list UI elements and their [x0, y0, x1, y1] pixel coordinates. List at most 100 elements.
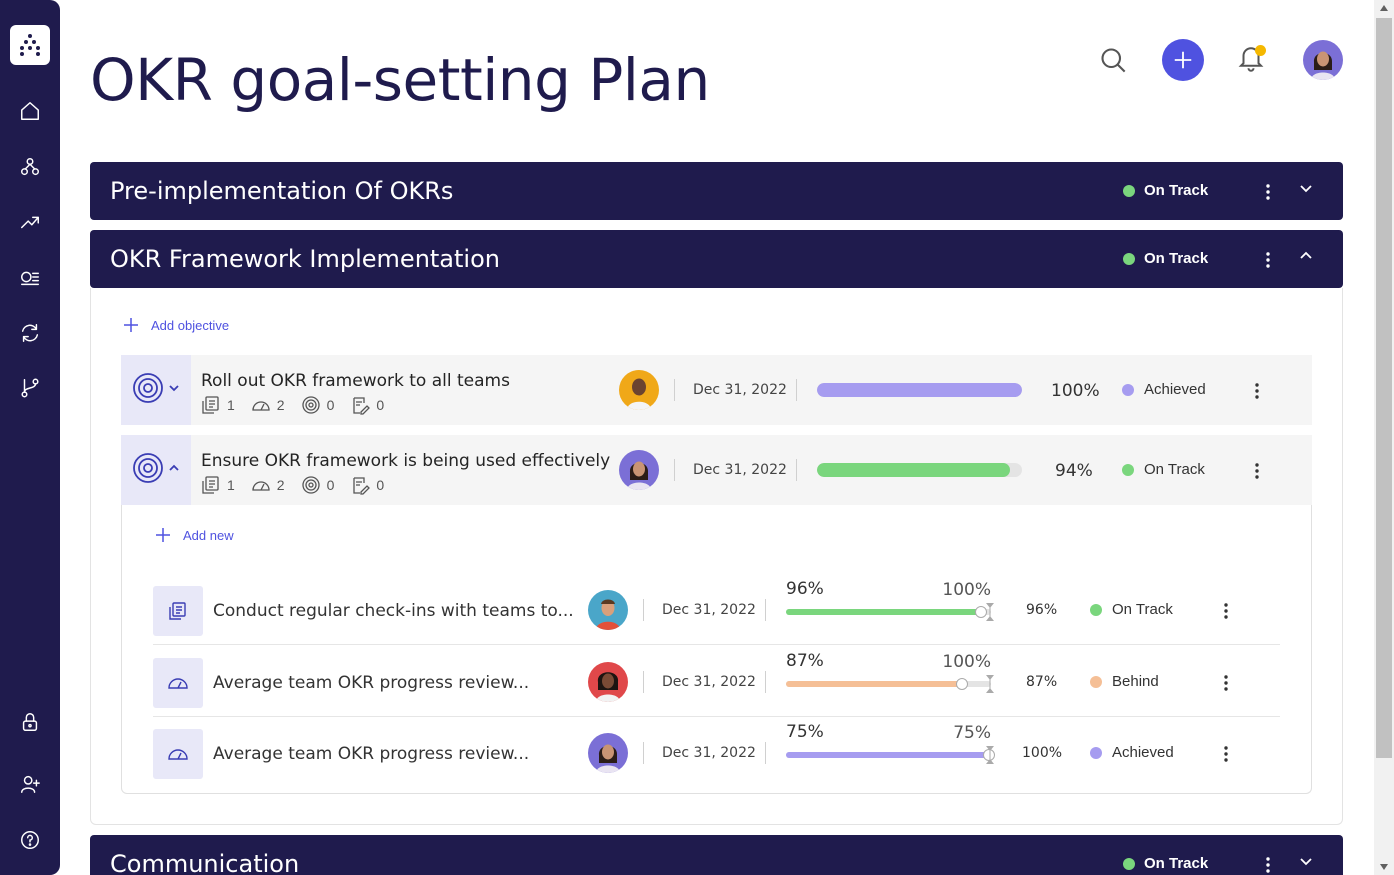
refresh-icon[interactable] — [18, 321, 42, 345]
progress-percent: 96% — [1026, 602, 1058, 618]
add-objective-label: Add objective — [151, 317, 230, 333]
status-label: Behind — [1112, 673, 1159, 690]
add-new-label: Add new — [183, 527, 234, 543]
gauge-icon — [252, 401, 270, 411]
status-label: Achieved — [1112, 744, 1174, 761]
key-results-panel — [121, 505, 1312, 794]
divider — [674, 379, 675, 401]
status-label: On Track — [1144, 855, 1209, 872]
list-icon[interactable] — [18, 265, 42, 289]
count-value: 1 — [227, 477, 235, 493]
target-icon — [301, 476, 320, 494]
plus-icon — [1174, 51, 1192, 69]
divider — [674, 459, 675, 481]
chevron-down-icon[interactable] — [1298, 853, 1318, 873]
objective-row[interactable]: Roll out OKR framework to all teams 1 2 … — [121, 355, 1312, 425]
user-avatar[interactable] — [1303, 40, 1343, 80]
status-badge: Achieved — [1122, 381, 1206, 398]
gauges-count: 2 — [251, 475, 285, 495]
owner-avatar[interactable] — [619, 370, 659, 410]
key-result-title: Average team OKR progress review... — [213, 744, 530, 764]
page-title: OKR goal-setting Plan — [90, 46, 710, 114]
add-user-icon[interactable] — [18, 772, 42, 796]
target-flag-icon — [986, 675, 994, 693]
scroll-thumb[interactable] — [1376, 18, 1392, 758]
status-dot — [1090, 603, 1102, 616]
scroll-down-icon[interactable] — [1374, 859, 1394, 875]
chevron-down-icon[interactable] — [1298, 180, 1318, 200]
progress-handle[interactable] — [956, 678, 968, 690]
owner-avatar[interactable] — [619, 450, 659, 490]
more-options-icon[interactable] — [1216, 671, 1236, 695]
current-value: 96% — [786, 579, 824, 599]
key-result-progress-bar — [786, 746, 995, 764]
more-options-icon[interactable] — [1247, 379, 1267, 403]
app-logo[interactable] — [10, 25, 50, 65]
scroll-up-icon[interactable] — [1374, 0, 1394, 16]
document-icon — [153, 586, 203, 636]
more-options-icon[interactable] — [1258, 180, 1278, 204]
logo-icon — [20, 34, 40, 56]
target-value: 100% — [942, 580, 991, 600]
hierarchy-icon[interactable] — [18, 155, 42, 179]
add-button[interactable] — [1162, 39, 1204, 81]
key-result-row[interactable]: Average team OKR progress review... Dec … — [153, 718, 1280, 788]
progress-handle[interactable] — [975, 606, 987, 618]
bell-icon — [1238, 47, 1264, 72]
key-result-row[interactable]: Conduct regular check-ins with teams to.… — [153, 575, 1280, 645]
notes-count: 0 — [350, 395, 384, 415]
lock-icon[interactable] — [18, 710, 42, 734]
owner-avatar[interactable] — [588, 733, 628, 773]
add-objective-button[interactable]: Add objective — [123, 317, 229, 333]
objective-counts: 1 2 0 0 — [201, 395, 384, 415]
progress-bar — [817, 463, 1022, 477]
count-value: 1 — [227, 397, 235, 413]
owner-avatar[interactable] — [588, 590, 628, 630]
due-date: Dec 31, 2022 — [693, 382, 787, 398]
target-icon — [132, 372, 164, 409]
branch-icon[interactable] — [18, 376, 42, 400]
home-icon[interactable] — [18, 99, 42, 123]
owner-avatar[interactable] — [588, 662, 628, 702]
count-value: 0 — [376, 397, 385, 413]
section-framework-implementation[interactable]: OKR Framework Implementation On Track — [90, 230, 1343, 288]
objective-toggle[interactable] — [121, 355, 191, 425]
progress-percent: 100% — [1022, 745, 1063, 761]
search-icon[interactable] — [1096, 43, 1130, 77]
more-options-icon[interactable] — [1216, 742, 1236, 766]
status-dot — [1122, 383, 1134, 396]
add-new-button[interactable]: Add new — [155, 527, 234, 543]
progress-fill — [786, 609, 983, 615]
more-options-icon[interactable] — [1216, 599, 1236, 623]
progress-fill — [817, 463, 1010, 477]
due-date: Dec 31, 2022 — [662, 602, 756, 618]
target-icon — [301, 396, 320, 414]
help-icon[interactable] — [18, 828, 42, 852]
progress-percent: 94% — [1055, 461, 1093, 481]
scrollbar[interactable] — [1374, 0, 1394, 875]
divider — [765, 671, 766, 693]
trending-icon[interactable] — [18, 210, 42, 234]
objective-toggle[interactable] — [121, 435, 191, 505]
count-value: 0 — [376, 477, 385, 493]
chevron-up-icon[interactable] — [1298, 248, 1318, 268]
more-options-icon[interactable] — [1247, 459, 1267, 483]
more-options-icon[interactable] — [1258, 853, 1278, 875]
key-result-progress-bar — [786, 603, 994, 621]
edit-note-icon — [353, 397, 371, 415]
target-flag-icon — [986, 603, 994, 621]
gauge-icon — [252, 481, 270, 491]
objective-row[interactable]: Ensure OKR framework is being used effec… — [121, 435, 1312, 505]
section-pre-implementation[interactable]: Pre-implementation Of OKRs On Track — [90, 162, 1343, 220]
progress-percent: 100% — [1051, 381, 1100, 401]
status-dot — [1090, 746, 1102, 759]
gauge-icon — [153, 658, 203, 708]
section-communication[interactable]: Communication On Track — [90, 835, 1343, 875]
current-value: 75% — [786, 722, 824, 742]
due-date: Dec 31, 2022 — [662, 674, 756, 690]
key-result-row[interactable]: Average team OKR progress review... Dec … — [153, 647, 1280, 717]
count-value: 2 — [276, 477, 285, 493]
more-options-icon[interactable] — [1258, 248, 1278, 272]
progress-bar — [817, 383, 1022, 397]
notifications-button[interactable] — [1236, 42, 1270, 76]
